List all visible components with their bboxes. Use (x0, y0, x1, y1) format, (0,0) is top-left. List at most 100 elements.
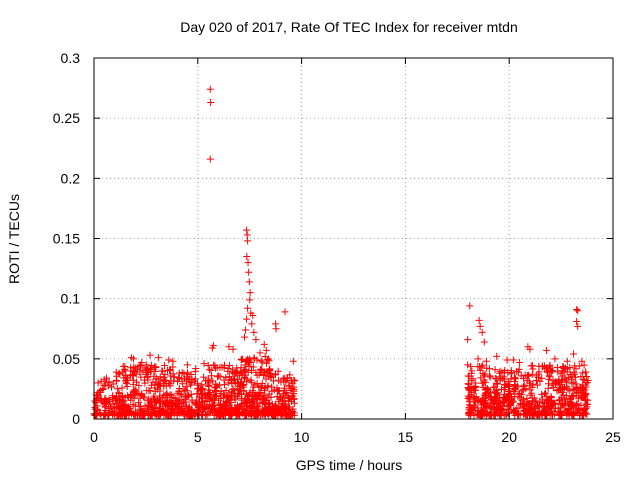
data-point-marker (493, 352, 501, 360)
data-point-marker (216, 363, 224, 371)
data-point-marker (243, 375, 251, 383)
data-point-marker (225, 373, 233, 381)
data-point-marker (263, 368, 271, 376)
data-point-marker (146, 351, 154, 359)
data-point-marker (135, 399, 143, 407)
data-point-marker (262, 375, 270, 383)
data-point-marker (132, 364, 140, 372)
data-point-marker (274, 367, 282, 375)
data-point-marker (245, 268, 253, 276)
data-point-marker (243, 231, 251, 239)
data-point-marker (574, 307, 582, 315)
data-point-marker (262, 346, 270, 354)
data-point-marker (140, 410, 148, 418)
data-point-marker (270, 377, 278, 385)
data-point-marker (536, 377, 544, 385)
data-point-marker (535, 368, 543, 376)
data-point-marker (491, 374, 499, 382)
data-point-marker (281, 308, 289, 316)
data-point-marker (543, 346, 551, 354)
data-point-marker (199, 395, 207, 403)
data-point-marker (579, 385, 587, 393)
data-point-marker (520, 381, 528, 389)
data-point-marker (133, 390, 141, 398)
data-point-marker (514, 411, 522, 419)
data-point-marker (170, 377, 178, 385)
data-point-marker (572, 380, 580, 388)
data-point-marker (471, 398, 479, 406)
data-point-marker (149, 403, 157, 411)
data-point-marker (154, 354, 162, 362)
data-point-marker (141, 364, 149, 372)
data-point-marker (569, 385, 577, 393)
data-point-marker (483, 384, 491, 392)
data-point-marker (192, 364, 200, 372)
data-points (90, 85, 592, 419)
data-point-marker (239, 382, 247, 390)
data-point-marker (516, 394, 524, 402)
data-point-marker (565, 401, 573, 409)
data-point-marker (209, 377, 217, 385)
data-point-marker (154, 381, 162, 389)
data-point-marker (466, 302, 474, 310)
data-point-marker (487, 410, 495, 418)
data-point-marker (267, 372, 275, 380)
data-point-marker (237, 391, 245, 399)
data-point-marker (289, 357, 297, 365)
chart-title: Day 020 of 2017, Rate Of TEC Index for r… (180, 19, 517, 35)
data-point-marker (545, 380, 553, 388)
data-point-marker (241, 333, 249, 341)
data-point-marker (268, 400, 276, 408)
data-point-marker (264, 382, 272, 390)
data-point-marker (115, 389, 123, 397)
data-point-marker (174, 397, 182, 405)
data-point-marker (250, 354, 258, 362)
data-point-marker (530, 394, 538, 402)
data-point-marker (227, 391, 235, 399)
plot-frame (93, 57, 614, 420)
data-point-marker (129, 401, 137, 409)
data-point-marker (249, 312, 257, 320)
data-point-marker (198, 386, 206, 394)
data-point-marker (495, 400, 503, 408)
data-point-marker (509, 356, 517, 364)
data-point-marker (497, 411, 505, 419)
data-point-marker (570, 350, 578, 358)
data-point-marker (109, 380, 117, 388)
data-point-marker (219, 400, 227, 408)
data-point-marker (166, 399, 174, 407)
data-point-marker (473, 410, 481, 418)
data-point-marker (279, 403, 287, 411)
data-point-marker (262, 396, 270, 404)
data-point-marker (150, 363, 158, 371)
data-point-marker (183, 404, 191, 412)
data-point-marker (507, 398, 515, 406)
data-point-marker (495, 369, 503, 377)
data-point-marker (244, 304, 252, 312)
data-point-marker (244, 259, 252, 267)
data-point-marker (546, 373, 554, 381)
data-point-marker (481, 398, 489, 406)
data-point-marker (245, 363, 253, 371)
data-point-marker (135, 402, 143, 410)
data-point-marker (572, 401, 580, 409)
data-point-marker (575, 362, 583, 370)
data-point-marker (166, 382, 174, 390)
data-point-marker (247, 410, 255, 418)
data-point-marker (545, 395, 553, 403)
data-point-marker (274, 387, 282, 395)
data-point-marker (165, 403, 173, 411)
data-point-marker (259, 391, 267, 399)
data-point-marker (520, 406, 528, 414)
data-point-marker (137, 373, 145, 381)
data-point-marker (100, 411, 108, 419)
data-point-marker (237, 364, 245, 372)
data-point-marker (136, 394, 144, 402)
data-point-marker (558, 411, 566, 419)
data-point-marker (245, 391, 253, 399)
data-point-marker (522, 401, 530, 409)
data-point-marker (183, 361, 191, 369)
data-point-marker (234, 390, 242, 398)
data-point-marker (579, 408, 587, 416)
data-point-marker (277, 378, 285, 386)
